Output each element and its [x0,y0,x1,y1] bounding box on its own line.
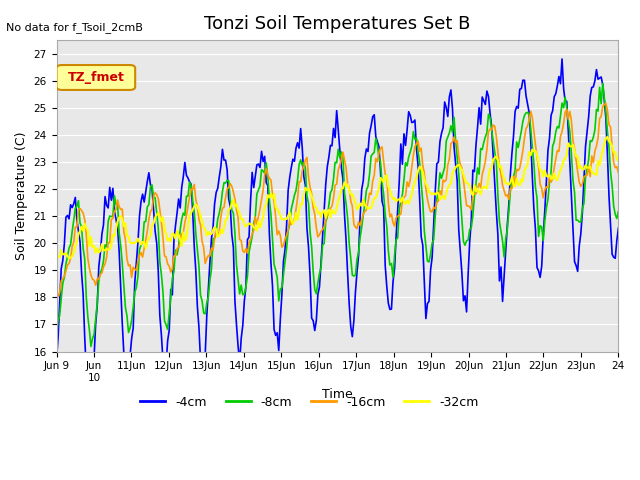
-4cm [86,389,93,395]
-32cm [241,222,248,228]
-4cm [221,157,229,163]
-16cm [614,170,622,176]
-32cm [614,158,622,164]
Line: -16cm: -16cm [56,103,618,297]
-16cm [602,100,610,106]
-8cm [599,81,607,86]
-16cm [241,250,248,255]
-8cm [250,220,257,226]
Line: -4cm: -4cm [56,59,618,392]
-8cm [123,313,131,319]
-16cm [52,286,60,291]
-4cm [558,56,566,62]
-32cm [123,233,131,239]
Y-axis label: Soil Temperature (C): Soil Temperature (C) [15,132,28,260]
-32cm [585,165,593,170]
-32cm [250,225,257,230]
-8cm [52,334,60,339]
-16cm [585,163,593,169]
-4cm [614,225,622,231]
-32cm [52,253,60,259]
-8cm [585,156,593,162]
FancyBboxPatch shape [56,65,135,90]
-8cm [221,180,229,186]
-32cm [221,217,229,223]
Title: Tonzi Soil Temperatures Set B: Tonzi Soil Temperatures Set B [204,15,470,33]
-4cm [123,384,131,390]
Line: -32cm: -32cm [56,137,618,258]
-32cm [300,192,308,198]
-16cm [221,195,229,201]
-4cm [586,93,594,99]
-8cm [300,159,308,165]
Legend: -4cm, -8cm, -16cm, -32cm: -4cm, -8cm, -16cm, -32cm [135,391,483,414]
-4cm [300,174,308,180]
Line: -8cm: -8cm [56,84,618,347]
Text: TZ_fmet: TZ_fmet [67,71,124,84]
Text: No data for f_Tsoil_2cmB: No data for f_Tsoil_2cmB [6,22,143,33]
-8cm [87,344,95,349]
-16cm [123,256,131,262]
-8cm [614,209,622,215]
-16cm [250,228,257,233]
-16cm [54,294,62,300]
-16cm [300,164,308,169]
X-axis label: Time: Time [322,388,353,401]
-4cm [52,357,60,362]
-4cm [241,298,248,304]
-32cm [604,134,611,140]
-8cm [241,291,248,297]
-32cm [65,255,73,261]
-4cm [250,185,257,191]
